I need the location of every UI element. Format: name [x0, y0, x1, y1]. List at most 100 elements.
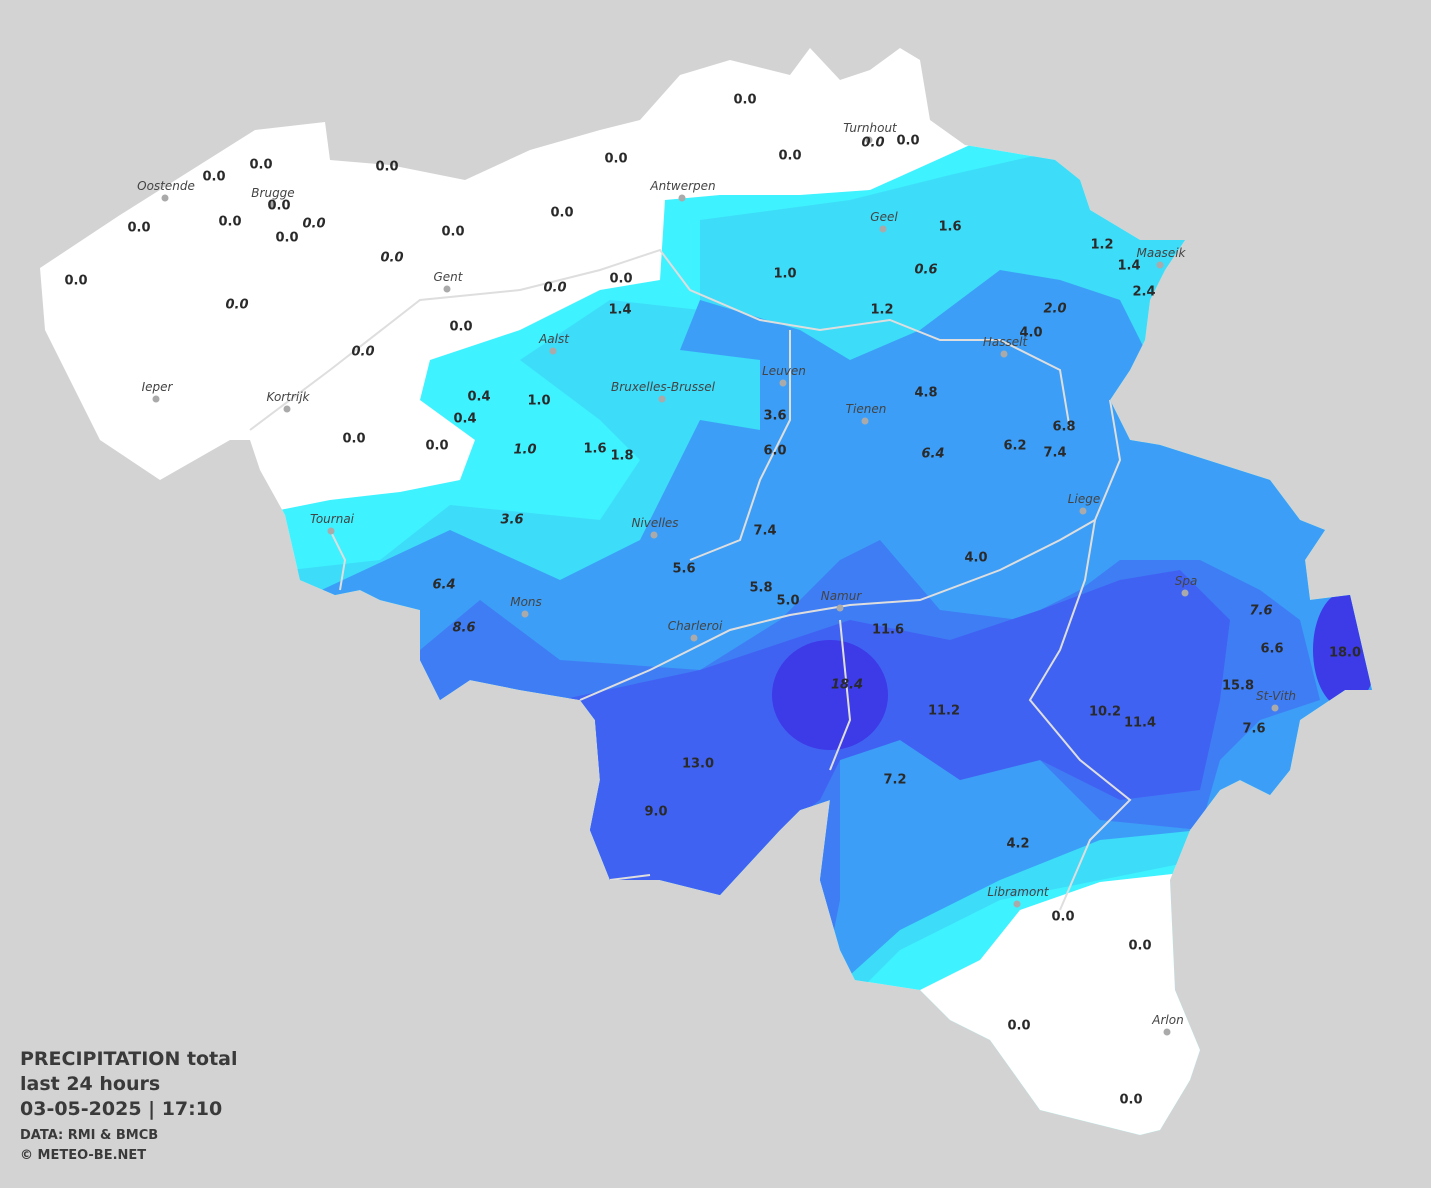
- city-dot: [1000, 350, 1008, 358]
- city-dot: [658, 395, 666, 403]
- city-label: Charleroi: [668, 619, 723, 633]
- station-value: 7.6: [1242, 722, 1265, 737]
- station-value: 3.6: [763, 409, 786, 424]
- station-value: 0.0: [1051, 910, 1074, 925]
- station-value: 1.0: [513, 443, 536, 458]
- station-value: 6.4: [921, 447, 944, 462]
- station-value: 0.0: [609, 272, 632, 287]
- city-dot: [678, 194, 686, 202]
- legend-source: DATA: RMI & BMCB: [20, 1128, 158, 1143]
- station-value: 0.0: [733, 93, 756, 108]
- legend-period: last 24 hours: [20, 1073, 160, 1095]
- station-value: 6.8: [1052, 420, 1075, 435]
- station-value: 0.0: [302, 217, 325, 232]
- city-label: Tienen: [846, 402, 887, 416]
- city-dot: [152, 395, 160, 403]
- city-label: Maaseik: [1137, 246, 1187, 260]
- station-value: 0.4: [467, 390, 490, 405]
- city-label: Nivelles: [631, 516, 678, 530]
- station-value: 1.0: [527, 394, 550, 409]
- city-label: Namur: [821, 589, 863, 603]
- city-label: Arlon: [1151, 1013, 1183, 1027]
- station-value: 0.0: [896, 134, 919, 149]
- station-value: 0.4: [453, 412, 476, 427]
- station-value: 1.6: [583, 442, 606, 457]
- city-dot: [836, 604, 844, 612]
- station-value: 0.0: [275, 231, 298, 246]
- city-dot: [327, 527, 335, 535]
- station-value: 0.0: [375, 160, 398, 175]
- station-value: 0.0: [425, 439, 448, 454]
- station-value: 0.0: [225, 298, 248, 313]
- city-label: Kortrijk: [267, 390, 311, 404]
- city-label: Gent: [434, 270, 464, 284]
- city-dot: [1156, 261, 1164, 269]
- station-value: 0.0: [778, 149, 801, 164]
- station-value: 2.0: [1043, 302, 1066, 317]
- station-value: 7.4: [1043, 446, 1066, 461]
- city-dot: [549, 347, 557, 355]
- city-label: Turnhout: [843, 121, 898, 135]
- city-label: Libramont: [987, 885, 1050, 899]
- station-value: 1.2: [1090, 238, 1113, 253]
- city-dot: [1013, 900, 1021, 908]
- station-value: 4.8: [914, 386, 937, 401]
- station-value: 0.0: [861, 136, 884, 151]
- station-value: 1.4: [1117, 259, 1140, 274]
- station-value: 1.4: [608, 303, 631, 318]
- legend-copyright: © METEO-BE.NET: [20, 1148, 146, 1163]
- station-value: 5.6: [672, 562, 695, 577]
- city-dot: [1181, 589, 1189, 597]
- city-label: Mons: [510, 595, 542, 609]
- city-dot: [879, 225, 887, 233]
- station-value: 7.4: [753, 524, 776, 539]
- station-value: 10.2: [1089, 705, 1121, 720]
- city-dot: [443, 285, 451, 293]
- station-value: 0.0: [543, 281, 566, 296]
- station-value: 0.0: [1119, 1093, 1142, 1108]
- station-value: 0.0: [380, 251, 403, 266]
- city-dot: [779, 379, 787, 387]
- legend-title: PRECIPITATION total: [20, 1048, 238, 1070]
- station-value: 0.6: [914, 263, 937, 278]
- station-value: 7.6: [1249, 604, 1272, 619]
- station-value: 13.0: [682, 757, 714, 772]
- station-value: 6.0: [763, 444, 786, 459]
- station-value: 11.6: [872, 623, 904, 638]
- station-value: 0.0: [351, 345, 374, 360]
- station-value: 0.0: [249, 158, 272, 173]
- city-dot: [1271, 704, 1279, 712]
- station-value: 6.2: [1003, 439, 1026, 454]
- city-label: Ieper: [142, 380, 174, 394]
- station-value: 0.0: [218, 215, 241, 230]
- station-value: 0.0: [202, 170, 225, 185]
- station-value: 18.4: [831, 678, 863, 693]
- station-value: 0.0: [267, 199, 290, 214]
- station-value: 15.8: [1222, 679, 1254, 694]
- station-value: 0.0: [342, 432, 365, 447]
- station-value: 18.0: [1329, 646, 1361, 661]
- station-value: 1.8: [610, 449, 633, 464]
- station-value: 0.0: [449, 320, 472, 335]
- city-dot: [861, 417, 869, 425]
- city-label: Leuven: [762, 364, 806, 378]
- city-dot: [283, 405, 291, 413]
- station-value: 0.0: [1007, 1019, 1030, 1034]
- city-label: Spa: [1175, 574, 1198, 588]
- city-dot: [1163, 1028, 1171, 1036]
- station-value: 0.0: [441, 225, 464, 240]
- city-label: Antwerpen: [649, 179, 715, 193]
- station-value: 0.0: [604, 152, 627, 167]
- station-value: 11.2: [928, 704, 960, 719]
- station-value: 0.0: [550, 206, 573, 221]
- station-value: 1.6: [938, 220, 961, 235]
- station-value: 8.6: [452, 621, 475, 636]
- station-value: 4.2: [1006, 837, 1029, 852]
- legend-timestamp: 03-05-2025 | 17:10: [20, 1098, 222, 1120]
- station-value: 4.0: [964, 551, 987, 566]
- station-value: 6.4: [432, 578, 455, 593]
- city-label: Hasselt: [983, 335, 1029, 349]
- station-value: 0.0: [1128, 939, 1151, 954]
- city-dot: [690, 634, 698, 642]
